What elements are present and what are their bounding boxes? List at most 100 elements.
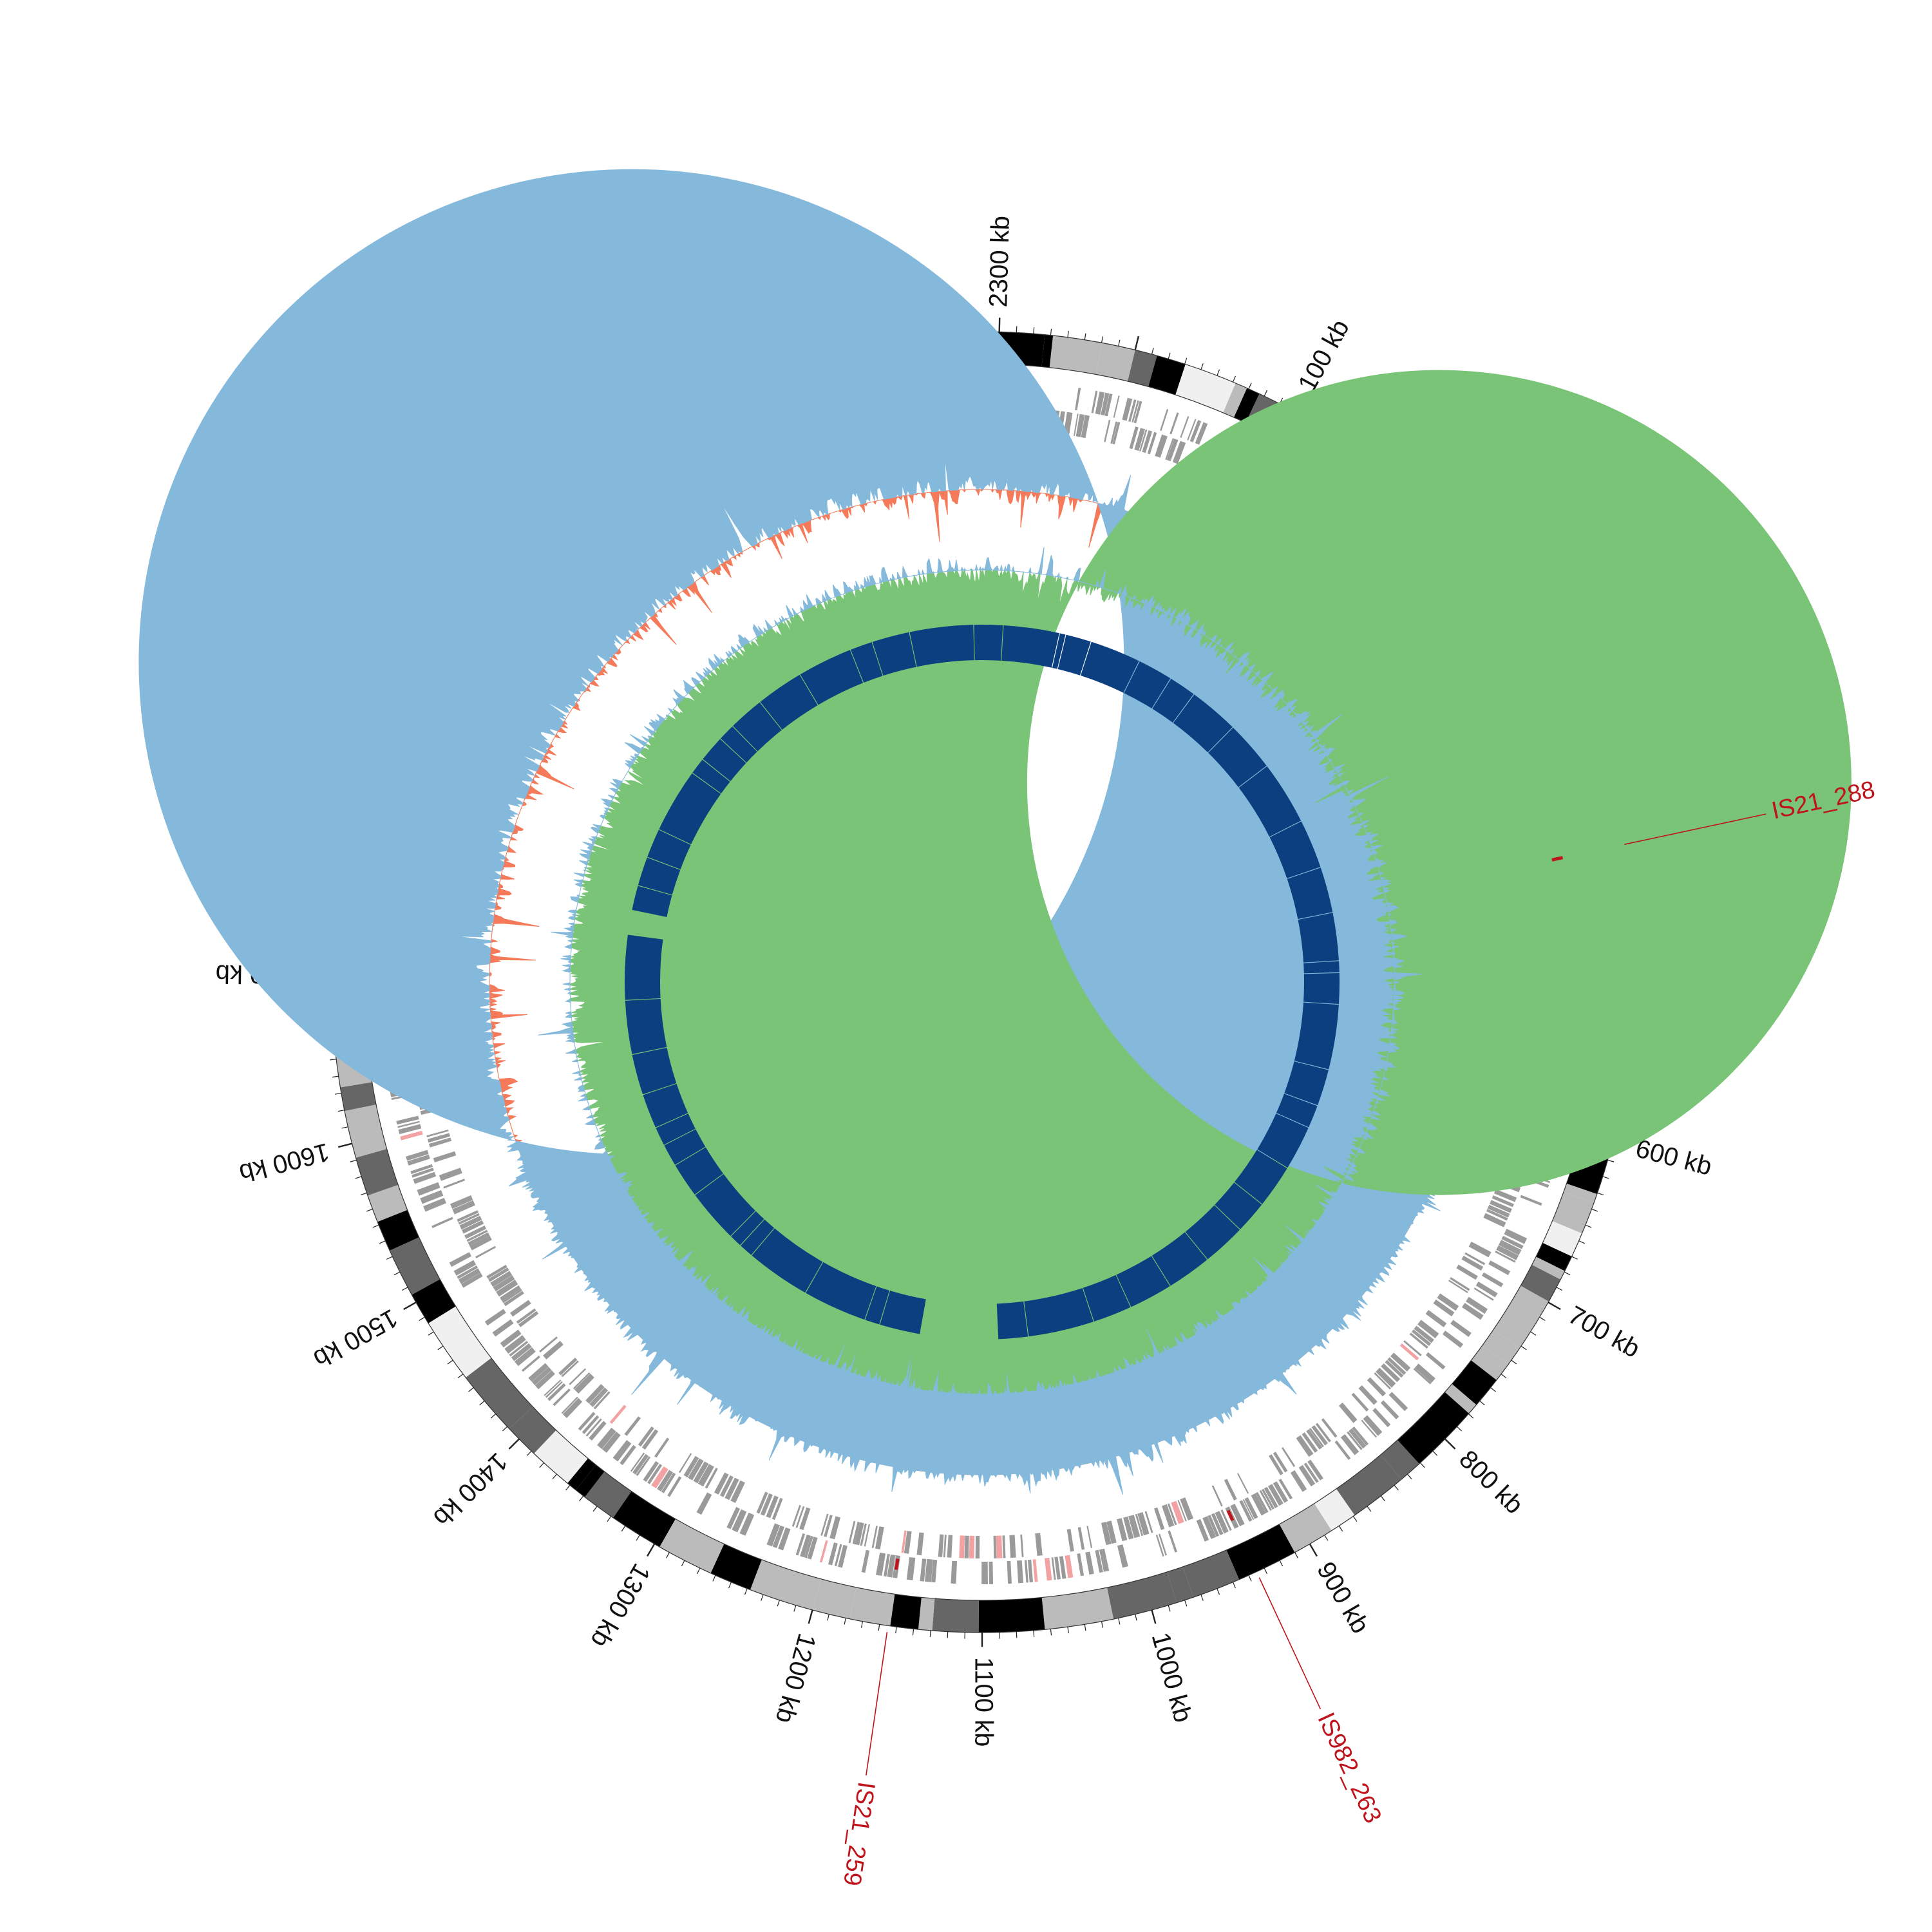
synteny-block-track bbox=[625, 625, 1340, 1340]
minor-tick bbox=[372, 1224, 379, 1228]
synteny-block bbox=[850, 642, 883, 683]
minor-tick bbox=[1511, 1359, 1517, 1365]
ideogram-band bbox=[1095, 343, 1135, 381]
gene-feature bbox=[861, 1549, 870, 1573]
gene-feature bbox=[739, 1512, 755, 1536]
minor-tick bbox=[330, 1059, 337, 1061]
minor-tick bbox=[1591, 1208, 1598, 1212]
ideogram-band bbox=[355, 1149, 399, 1196]
gene-feature bbox=[799, 1507, 811, 1530]
gene-feature bbox=[1303, 1463, 1319, 1483]
ideogram-band bbox=[1233, 388, 1260, 423]
ideogram-band bbox=[1041, 334, 1054, 368]
gene-feature bbox=[1425, 1310, 1447, 1328]
gene-feature bbox=[630, 1452, 645, 1472]
synteny-block bbox=[1052, 633, 1066, 669]
gene-feature bbox=[1268, 1484, 1283, 1506]
major-tick bbox=[337, 1142, 352, 1148]
gene-feature bbox=[904, 1531, 912, 1554]
gene-feature bbox=[1298, 1464, 1316, 1487]
gene-feature bbox=[1475, 1282, 1498, 1298]
ideogram-band bbox=[390, 1237, 440, 1295]
gene-feature bbox=[766, 1523, 781, 1547]
gene-feature bbox=[1066, 1528, 1074, 1552]
gene-feature bbox=[439, 1168, 462, 1181]
gene-feature bbox=[1065, 1555, 1074, 1578]
gene-feature bbox=[1481, 1272, 1504, 1287]
minor-tick bbox=[1468, 1414, 1474, 1419]
gene-feature bbox=[591, 1389, 609, 1407]
is-label: IS21_259 bbox=[838, 1780, 880, 1888]
gene-feature bbox=[1307, 1459, 1323, 1481]
minor-tick bbox=[1248, 1575, 1252, 1582]
gene-feature bbox=[829, 1516, 840, 1540]
gene-feature bbox=[516, 1308, 536, 1324]
gene-feature bbox=[1456, 1264, 1478, 1280]
gene-feature bbox=[1363, 1415, 1383, 1436]
gene-feature bbox=[887, 1554, 896, 1578]
gene-feature bbox=[1409, 1332, 1428, 1349]
gene-feature bbox=[597, 1427, 616, 1449]
gene-feature bbox=[1372, 1408, 1391, 1428]
gene-feature bbox=[1239, 1500, 1253, 1522]
minor-tick bbox=[1294, 1552, 1298, 1558]
gene-feature bbox=[1086, 1526, 1093, 1548]
gene-feature bbox=[1425, 1352, 1446, 1370]
gene-feature bbox=[1381, 1363, 1401, 1383]
ideogram-band bbox=[367, 1184, 408, 1222]
gene-feature bbox=[1242, 1499, 1255, 1520]
minor-tick bbox=[1200, 363, 1204, 370]
gene-feature bbox=[1473, 1287, 1494, 1301]
gene-feature bbox=[1349, 1428, 1367, 1449]
major-tick bbox=[508, 1438, 520, 1450]
gene-feature bbox=[460, 1273, 483, 1288]
gene-feature bbox=[1315, 1423, 1331, 1443]
gene-feature bbox=[1461, 1255, 1484, 1271]
gene-feature bbox=[484, 1309, 506, 1326]
gene-feature bbox=[504, 1291, 524, 1307]
gene-feature bbox=[593, 1391, 611, 1410]
minor-tick bbox=[1084, 1624, 1086, 1631]
gene-feature bbox=[864, 1524, 870, 1547]
synteny-block bbox=[1173, 694, 1233, 753]
tick-label: 1500 kb bbox=[308, 1303, 402, 1373]
minor-tick bbox=[1264, 390, 1268, 397]
synteny-block bbox=[632, 1047, 677, 1095]
gene-feature bbox=[925, 1558, 933, 1582]
ideogram-band bbox=[1564, 1183, 1597, 1203]
gene-feature bbox=[510, 1300, 531, 1317]
gc-skew-signal-negative bbox=[569, 370, 1852, 1395]
ideogram-band bbox=[1279, 1503, 1332, 1553]
minor-tick bbox=[579, 1495, 584, 1502]
gene-feature bbox=[417, 1182, 440, 1196]
gene-feature bbox=[1024, 1560, 1028, 1583]
gene-feature bbox=[466, 1229, 488, 1242]
ideogram-band bbox=[534, 1430, 588, 1484]
minor-tick bbox=[479, 1400, 485, 1406]
gene-feature bbox=[1117, 1544, 1128, 1568]
gene-feature bbox=[884, 1553, 890, 1577]
minor-tick bbox=[1571, 1256, 1578, 1260]
minor-tick bbox=[419, 1316, 425, 1321]
gene-feature bbox=[458, 1213, 480, 1225]
gene-feature bbox=[543, 1341, 564, 1359]
minor-tick bbox=[1419, 1462, 1425, 1468]
gene-feature bbox=[1077, 1553, 1084, 1577]
gene-feature bbox=[450, 1195, 473, 1209]
minor-tick bbox=[929, 1630, 931, 1637]
ideogram-band bbox=[466, 1358, 533, 1429]
minor-tick bbox=[337, 1110, 345, 1112]
minor-tick bbox=[447, 1359, 453, 1365]
minor-tick bbox=[607, 1516, 612, 1522]
minor-tick bbox=[712, 1575, 716, 1582]
gene-feature bbox=[1281, 1447, 1296, 1467]
ideogram-band bbox=[1226, 1524, 1295, 1580]
gene-feature bbox=[714, 1472, 729, 1495]
minor-tick bbox=[1578, 1240, 1586, 1244]
ideogram-band bbox=[412, 1279, 456, 1323]
gene-feature bbox=[1106, 1520, 1117, 1544]
ideogram-band bbox=[567, 1458, 596, 1490]
is-marker bbox=[1551, 856, 1564, 862]
minor-tick bbox=[355, 1176, 362, 1179]
